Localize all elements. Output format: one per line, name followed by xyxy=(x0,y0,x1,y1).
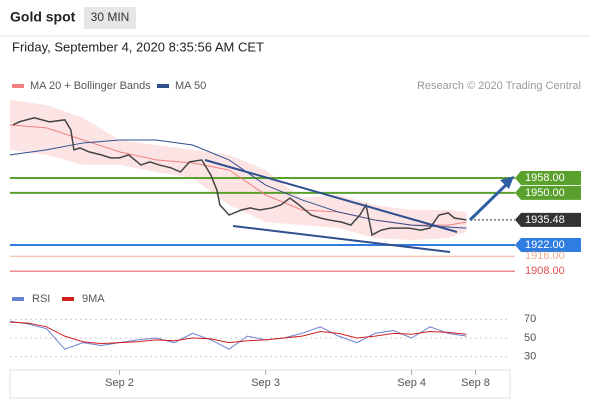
level-label: 1908.00 xyxy=(525,265,565,277)
legend-swatch xyxy=(157,84,169,88)
rsi-tick-label: 50 xyxy=(524,332,536,344)
x-tick-label: Sep 3 xyxy=(251,377,280,389)
legend-label: MA 20 + Bollinger Bands xyxy=(30,80,151,92)
rsi-tick-label: 30 xyxy=(524,351,536,363)
legend-swatch xyxy=(62,297,74,301)
rsi-line xyxy=(9,320,467,350)
rsi-line xyxy=(9,321,467,345)
level-label-box xyxy=(515,185,581,200)
x-tick-label: Sep 2 xyxy=(105,377,134,389)
legend-label: 9MA xyxy=(82,293,105,305)
level-label: 1935.48 xyxy=(525,214,565,226)
level-label-box xyxy=(515,170,581,185)
legend-swatch xyxy=(12,297,24,301)
level-label: 1916.00 xyxy=(525,250,565,262)
level-label: 1922.00 xyxy=(525,239,565,251)
level-label-box xyxy=(515,212,581,227)
credit: Research © 2020 Trading Central xyxy=(417,80,581,92)
trend-line xyxy=(204,159,458,233)
subtitle: Friday, September 4, 2020 8:35:56 AM CET xyxy=(12,39,264,54)
price-line xyxy=(12,117,467,237)
x-axis-box xyxy=(9,369,511,399)
level-label: 1958.00 xyxy=(525,172,565,184)
arrow-head xyxy=(500,176,514,189)
legend-label: MA 50 xyxy=(175,80,206,92)
timeframe-badge xyxy=(84,7,136,29)
legend-label: RSI xyxy=(32,293,50,305)
trend-line xyxy=(232,225,451,253)
x-tick-label: Sep 8 xyxy=(461,377,490,389)
arrow xyxy=(468,181,510,222)
x-tick-label: Sep 4 xyxy=(397,377,426,389)
level-label: 1950.00 xyxy=(525,187,565,199)
timeframe: 30 MIN xyxy=(91,10,130,24)
level-label-box xyxy=(515,238,581,253)
legend-swatch xyxy=(12,84,24,88)
rsi-tick-label: 70 xyxy=(524,313,536,325)
chart-title: Gold spot xyxy=(10,9,76,25)
